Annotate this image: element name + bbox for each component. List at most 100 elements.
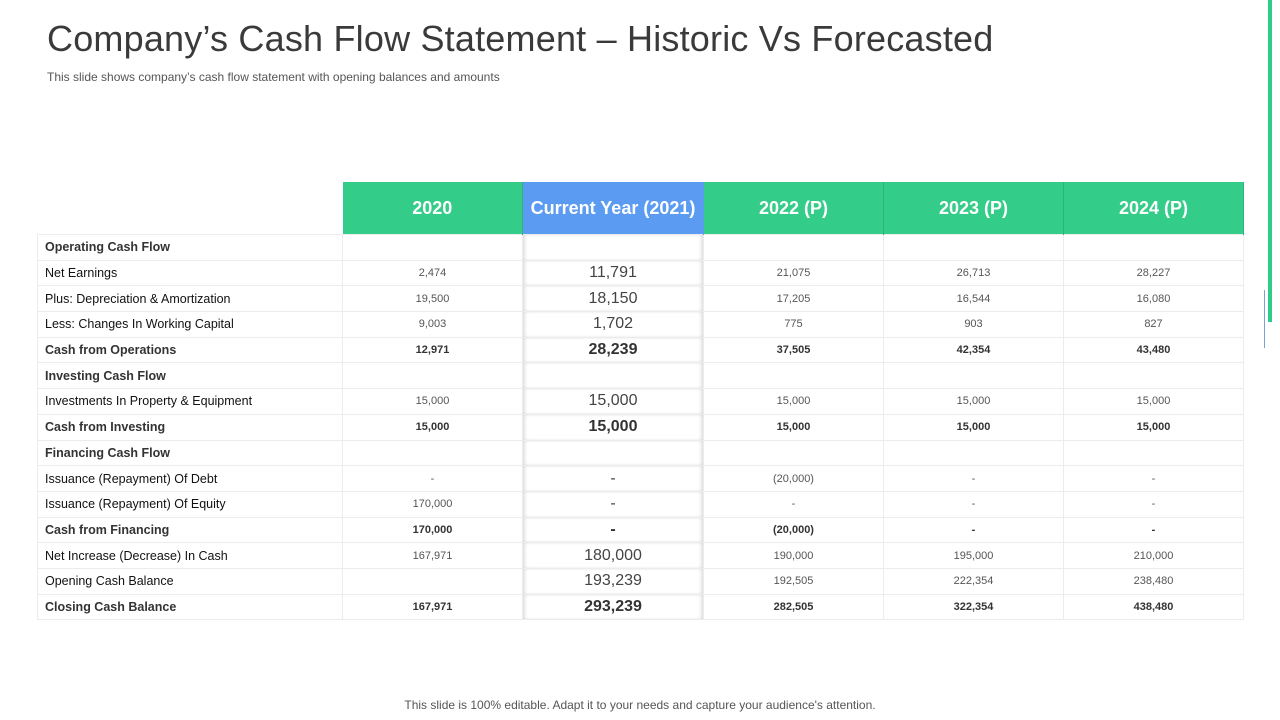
table-cell: 167,971 [342, 542, 523, 569]
table-row: Net Increase (Decrease) In Cash 167,971 18… [37, 542, 1244, 569]
table-cell [1063, 439, 1244, 467]
table-cell: 210,000 [1063, 542, 1244, 569]
table-cell: 195,000 [883, 542, 1064, 569]
table-cell [883, 234, 1064, 261]
table-cell [883, 362, 1064, 390]
table-row: Investing Cash Flow [37, 362, 1244, 390]
table-cell: 2,474 [342, 259, 523, 287]
table-cell: 15,000 [703, 413, 884, 441]
table-cell: 19,500 [342, 285, 523, 313]
table-cell: 15,000 [1063, 388, 1244, 415]
table-cell: 167,971 [342, 593, 523, 621]
row-label: Financing Cash Flow [37, 439, 343, 467]
row-label: Cash from Investing [37, 413, 343, 441]
table-cell [703, 439, 884, 467]
table-cell: 15,000 [703, 388, 884, 415]
table-cell [342, 439, 523, 467]
table-row: Cash from Financing 170,000- (20,000) - - [37, 516, 1244, 544]
table-cell: - [1063, 516, 1244, 544]
row-label: Closing Cash Balance [37, 593, 343, 621]
table-row: Issuance (Repayment) Of Equity 170,000- - -… [37, 490, 1244, 518]
table-cell: 12,971 [342, 336, 523, 364]
row-label: Opening Cash Balance [37, 567, 343, 595]
slide-subtitle: This slide shows company’s cash flow sta… [47, 70, 500, 84]
table-cell [522, 439, 704, 467]
table-cell [1063, 234, 1244, 261]
table-cell: 26,713 [883, 259, 1064, 287]
table-cell: 322,354 [883, 593, 1064, 621]
table-cell [342, 234, 523, 261]
table-cell: 170,000 [342, 516, 523, 544]
table-row: Issuance (Repayment) Of Debt - - (20,000) - - [37, 465, 1244, 492]
table-row: Opening Cash Balance 193,239 192,505 222,35… [37, 567, 1244, 595]
table-cell: 438,480 [1063, 593, 1244, 621]
table-cell: 16,544 [883, 285, 1064, 313]
table-cell: 28,227 [1063, 259, 1244, 287]
table-cell: 11,791 [522, 259, 704, 287]
table-cell: - [703, 490, 884, 518]
table-cell: 15,000 [342, 388, 523, 415]
table-cell [342, 567, 523, 595]
table-row: Cash from Investing 15,000 15,000 15,000 15,… [37, 413, 1244, 441]
table-cell: 775 [703, 311, 884, 338]
table-cell: 170,000 [342, 490, 523, 518]
table-cell: 15,000 [342, 413, 523, 441]
table-row: Cash from Operations 12,971 28,239 37,505 42… [37, 336, 1244, 364]
table-cell: 37,505 [703, 336, 884, 364]
slide-footer: This slide is 100% editable. Adapt it to… [404, 698, 876, 712]
table-cell: 282,505 [703, 593, 884, 621]
table-cell: - [883, 490, 1064, 518]
row-label: Operating Cash Flow [37, 234, 343, 261]
header-2024: 2024 (P) [1063, 182, 1244, 235]
cash-flow-table: 2020 Current Year (2021) 2022 (P) 2023 (… [37, 182, 1244, 621]
table-cell: (20,000) [703, 465, 884, 492]
table-cell: 42,354 [883, 336, 1064, 364]
table-cell: 9,003 [342, 311, 523, 338]
table-cell: 21,075 [703, 259, 884, 287]
table-cell: 16,080 [1063, 285, 1244, 313]
table-row: Operating Cash Flow [37, 234, 1244, 261]
table-cell [522, 362, 704, 390]
header-blank-cell [37, 182, 343, 235]
table-cell [1063, 362, 1244, 390]
table-cell: 190,000 [703, 542, 884, 569]
right-accent-line [1264, 290, 1265, 348]
table-row: Plus: Depreciation & Amortization 19,500 1… [37, 285, 1244, 313]
table-cell: - [1063, 490, 1244, 518]
table-cell [703, 362, 884, 390]
table-row: Investments In Property & Equipment 15,00… [37, 388, 1244, 415]
table-cell: 827 [1063, 311, 1244, 338]
table-cell [342, 362, 523, 390]
row-label: Investing Cash Flow [37, 362, 343, 390]
table-cell: 15,000 [1063, 413, 1244, 441]
header-2020: 2020 [342, 182, 523, 235]
row-label: Issuance (Repayment) Of Debt [37, 465, 343, 492]
table-cell: 193,239 [522, 567, 704, 595]
table-cell: - [883, 516, 1064, 544]
slide-title: Company’s Cash Flow Statement – Historic… [47, 18, 994, 59]
row-label: Less: Changes In Working Capital [37, 311, 343, 338]
table-cell: 15,000 [883, 413, 1064, 441]
table-cell: 15,000 [522, 413, 704, 441]
table-cell [522, 234, 704, 261]
table-cell: - [1063, 465, 1244, 492]
table-cell: - [883, 465, 1064, 492]
table-cell: 180,000 [522, 542, 704, 569]
header-current-year: Current Year (2021) [522, 182, 704, 235]
header-2023: 2023 (P) [883, 182, 1064, 235]
table-cell: (20,000) [703, 516, 884, 544]
table-cell: 903 [883, 311, 1064, 338]
table-cell: - [522, 490, 704, 518]
header-2022: 2022 (P) [703, 182, 884, 235]
row-label: Cash from Financing [37, 516, 343, 544]
row-label: Plus: Depreciation & Amortization [37, 285, 343, 313]
right-accent-bar [1268, 0, 1272, 322]
table-cell [883, 439, 1064, 467]
table-cell: 43,480 [1063, 336, 1244, 364]
table-cell: 238,480 [1063, 567, 1244, 595]
table-row: Closing Cash Balance 167,971 293,239 282,50… [37, 593, 1244, 621]
table-cell: - [342, 465, 523, 492]
table-cell: - [522, 465, 704, 492]
table-cell: 293,239 [522, 593, 704, 621]
table-cell: 15,000 [883, 388, 1064, 415]
